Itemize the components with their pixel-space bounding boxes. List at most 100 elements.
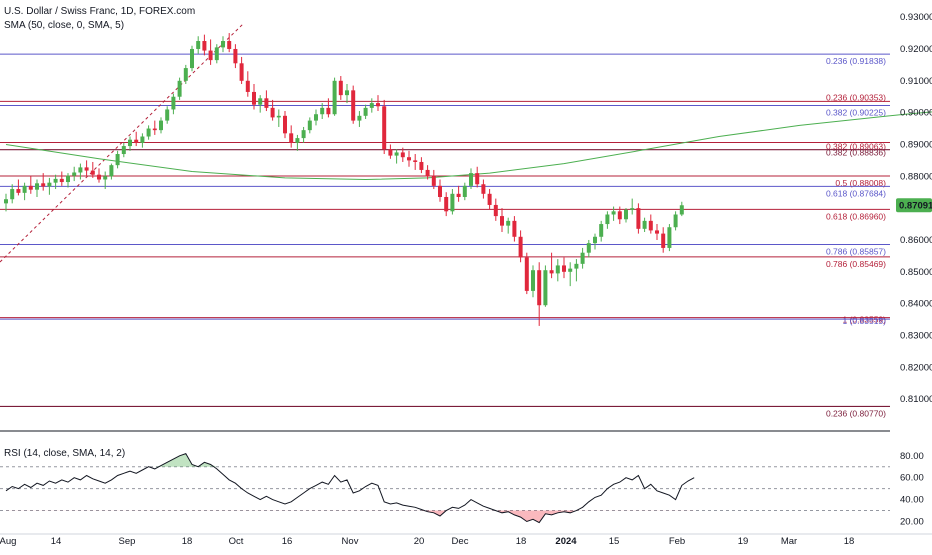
candle-body[interactable] [438, 185, 442, 197]
candle-body[interactable] [407, 157, 411, 161]
candle-body[interactable] [357, 115, 362, 121]
candle-body[interactable] [351, 90, 356, 121]
candle-body[interactable] [586, 243, 591, 253]
candle-body[interactable] [53, 178, 58, 183]
candle-body[interactable] [165, 109, 170, 121]
candle-body[interactable] [10, 189, 15, 200]
candle-body[interactable] [140, 136, 145, 143]
candle-body[interactable] [35, 183, 39, 190]
candle-body[interactable] [121, 146, 126, 155]
candle-body[interactable] [270, 107, 275, 118]
candle-body[interactable] [400, 152, 405, 158]
candle-body[interactable] [314, 114, 318, 121]
candle-body[interactable] [413, 160, 418, 162]
candle-body[interactable] [512, 220, 517, 237]
candle-body[interactable] [128, 139, 132, 147]
candle-body[interactable] [593, 236, 597, 244]
candle-body[interactable] [159, 120, 163, 131]
candle-body[interactable] [97, 174, 101, 180]
candle-body[interactable] [72, 172, 77, 176]
candle-body[interactable] [332, 80, 337, 115]
candle-body[interactable] [190, 48, 194, 69]
candle-body[interactable] [109, 165, 114, 177]
candle-body[interactable] [134, 139, 139, 143]
sma-line[interactable] [5, 99, 932, 221]
candle-body[interactable] [146, 128, 151, 137]
candle-body[interactable] [345, 90, 349, 96]
candle-body[interactable] [171, 96, 176, 110]
candle-body[interactable] [84, 167, 89, 171]
candle-body[interactable] [574, 263, 579, 269]
candle-body[interactable] [214, 47, 219, 61]
candle-body[interactable] [301, 130, 306, 139]
candle-body[interactable] [543, 270, 548, 306]
candle-body[interactable] [369, 103, 374, 108]
candle-body[interactable] [115, 154, 120, 166]
candle-body[interactable] [444, 196, 449, 212]
candle-body[interactable] [655, 230, 659, 234]
candle-body[interactable] [78, 167, 83, 173]
candle-body[interactable] [481, 184, 486, 194]
candle-body[interactable] [363, 107, 368, 116]
candle-body[interactable] [487, 193, 492, 205]
candle-body[interactable] [611, 211, 616, 215]
candle-body[interactable] [264, 98, 269, 108]
candle-body[interactable] [679, 205, 684, 215]
candle-body[interactable] [636, 208, 641, 229]
candle-body[interactable] [289, 133, 294, 143]
candle-body[interactable] [419, 161, 424, 170]
candle-body[interactable] [103, 176, 108, 180]
candle-body[interactable] [462, 185, 467, 197]
candle-body[interactable] [221, 41, 225, 48]
candle-body[interactable] [524, 257, 529, 291]
candle-body[interactable] [555, 265, 560, 274]
candle-body[interactable] [617, 211, 622, 220]
candle-body[interactable] [276, 115, 281, 118]
candle-body[interactable] [469, 173, 473, 186]
candle-body[interactable] [41, 183, 46, 187]
candle-body[interactable] [239, 63, 244, 81]
candle-body[interactable] [661, 233, 666, 248]
candle-body[interactable] [320, 107, 325, 115]
candle-body[interactable] [388, 149, 393, 156]
candle-body[interactable] [648, 220, 653, 231]
candle-body[interactable] [208, 50, 213, 61]
candle-body[interactable] [258, 98, 263, 105]
candle-body[interactable] [47, 182, 52, 187]
candle-body[interactable] [599, 224, 604, 237]
candle-body[interactable] [568, 268, 573, 272]
candle-body[interactable] [28, 185, 33, 190]
candle-body[interactable] [295, 138, 300, 143]
candle-body[interactable] [605, 214, 610, 225]
candle-body[interactable] [307, 120, 312, 131]
candle-body[interactable] [537, 270, 542, 306]
candle-body[interactable] [202, 41, 207, 51]
candle-body[interactable] [549, 270, 554, 274]
candle-body[interactable] [493, 204, 498, 217]
candle-body[interactable] [227, 41, 232, 49]
candle-body[interactable] [245, 80, 250, 92]
candle-body[interactable] [22, 185, 27, 193]
candle-body[interactable] [580, 252, 585, 264]
candle-body[interactable] [59, 178, 64, 183]
candle-body[interactable] [16, 189, 21, 193]
candle-body[interactable] [425, 169, 430, 177]
candle-body[interactable] [431, 176, 436, 186]
candle-body[interactable] [450, 193, 455, 212]
candle-body[interactable] [4, 199, 8, 204]
candle-body[interactable] [90, 170, 95, 175]
candle-body[interactable] [475, 173, 480, 185]
candle-body[interactable] [196, 41, 201, 49]
candle-body[interactable] [500, 216, 504, 226]
candle-body[interactable] [382, 106, 387, 150]
candle-body[interactable] [562, 265, 566, 272]
candle-body[interactable] [642, 220, 647, 229]
candle-body[interactable] [456, 193, 461, 197]
candle-body[interactable] [233, 48, 238, 64]
candle-body[interactable] [518, 236, 523, 258]
candle-body[interactable] [326, 107, 331, 115]
candle-body[interactable] [630, 208, 635, 210]
candle-body[interactable] [252, 91, 256, 105]
candle-body[interactable] [394, 152, 399, 156]
fib-trend-line[interactable] [0, 23, 244, 263]
